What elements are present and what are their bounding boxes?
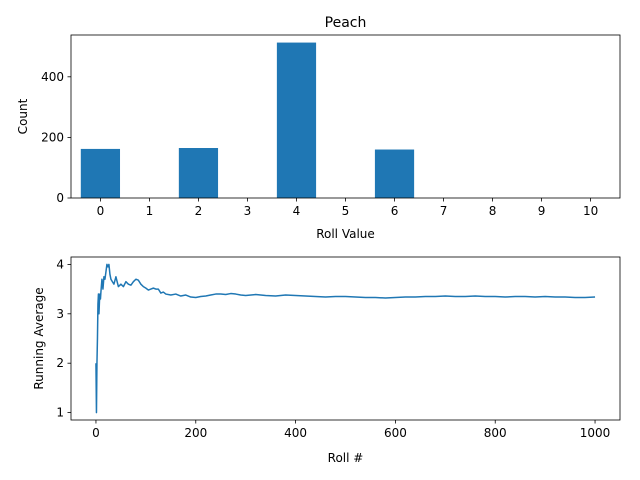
line-y-tick-label: 4 <box>56 257 64 271</box>
line-x-tick-label: 1000 <box>580 426 611 440</box>
line-y-tick-label: 2 <box>56 356 64 370</box>
line-x-tick-label: 400 <box>284 426 307 440</box>
line-y-tick-label: 1 <box>56 406 64 420</box>
bar-x-tick-label: 10 <box>583 204 598 218</box>
bar-y-axis-label: Count <box>16 98 30 134</box>
bar-plot-frame <box>70 34 621 199</box>
bar-6 <box>374 149 415 198</box>
bar-0 <box>80 148 121 198</box>
running-average-line <box>95 263 596 414</box>
line-x-tick-label: 800 <box>484 426 507 440</box>
bar-x-tick-label: 6 <box>391 204 399 218</box>
line-plot-frame <box>70 256 621 421</box>
bar-y-tick-label: 400 <box>41 70 64 84</box>
bar-4 <box>276 42 317 199</box>
bar-series <box>80 42 415 199</box>
bar-x-axis-label: Roll Value <box>316 227 375 241</box>
bar-2 <box>178 148 219 198</box>
bar-x-tick-label: 7 <box>440 204 448 218</box>
line-x-axis-ticks: 0 200 400 600 800 1000 <box>92 420 610 440</box>
bar-y-tick-label: 0 <box>56 191 64 205</box>
bar-x-tick-label: 1 <box>146 204 154 218</box>
line-x-tick-label: 0 <box>92 426 100 440</box>
bar-x-tick-label: 8 <box>489 204 497 218</box>
line-y-axis-ticks: 1 2 3 4 <box>56 257 71 420</box>
line-y-tick-label: 3 <box>56 307 64 321</box>
bar-chart: 0 1 2 3 4 5 6 7 8 9 10 0 200 400 Peach Roll Value Co… <box>16 15 621 241</box>
bar-x-tick-label: 2 <box>195 204 203 218</box>
chart-title: Peach <box>325 15 367 31</box>
line-y-axis-label: Running Average <box>32 287 46 389</box>
bar-x-tick-label: 9 <box>538 204 546 218</box>
line-chart: 0 200 400 600 800 1000 1 2 3 4 Roll # Running Av… <box>32 256 621 465</box>
bar-x-tick-label: 4 <box>293 204 301 218</box>
bar-x-tick-label: 5 <box>342 204 350 218</box>
bar-x-tick-label: 3 <box>244 204 252 218</box>
line-x-axis-label: Roll # <box>328 451 364 465</box>
bar-y-axis-ticks: 0 200 400 <box>41 70 71 205</box>
bar-y-tick-label: 200 <box>41 130 64 144</box>
bar-x-tick-label: 0 <box>97 204 105 218</box>
bar-x-axis-ticks: 0 1 2 3 4 5 6 7 8 9 10 <box>97 198 598 218</box>
line-x-tick-label: 200 <box>184 426 207 440</box>
line-x-tick-label: 600 <box>384 426 407 440</box>
